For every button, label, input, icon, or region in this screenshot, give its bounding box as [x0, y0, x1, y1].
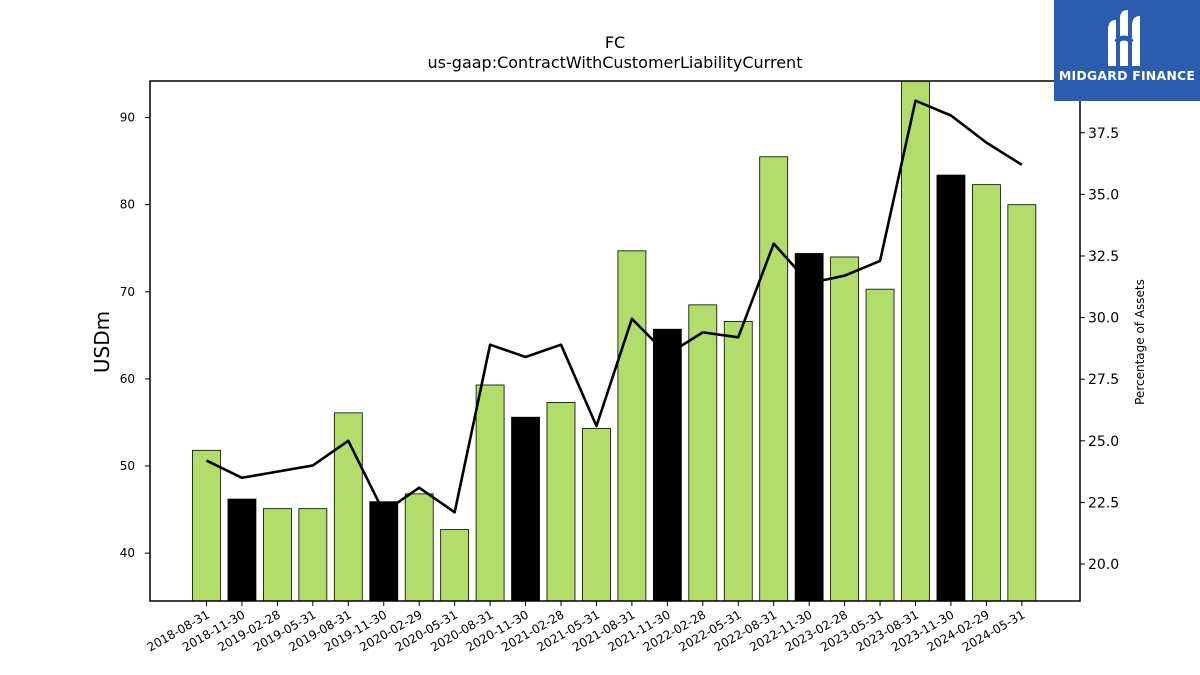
- y-axis-label: USDm: [90, 311, 114, 373]
- y2-tick-label: 32.5: [1088, 249, 1119, 265]
- bar: [617, 250, 647, 602]
- y-tick-label: 70: [120, 285, 135, 299]
- percentage-line: [205, 99, 1023, 514]
- bar: [227, 498, 257, 602]
- bar: [794, 253, 824, 602]
- bar: [404, 493, 434, 602]
- bar: [192, 449, 221, 602]
- y2-tick-label: 20.0: [1088, 557, 1119, 573]
- bar: [511, 416, 540, 602]
- bar: [901, 80, 930, 602]
- y-tick-label: 90: [120, 111, 135, 125]
- bar: [582, 428, 611, 602]
- bar: [865, 288, 895, 602]
- chart-title: FC: [605, 33, 625, 52]
- y-tick-label: 50: [120, 459, 135, 473]
- bar: [298, 508, 328, 602]
- y2-axis-label: Percentage of Assets: [1133, 279, 1147, 405]
- y2-tick-label: 37.5: [1088, 126, 1119, 142]
- plot-frame: [149, 80, 1081, 602]
- y-tick-label: 60: [120, 372, 135, 386]
- bar: [440, 529, 470, 602]
- bar: [830, 256, 859, 602]
- bar: [972, 184, 1001, 602]
- bar: [369, 501, 399, 602]
- bar: [652, 328, 682, 602]
- bar: [262, 508, 292, 602]
- brand-logo: MIDGARD FINANCE: [1054, 0, 1200, 101]
- chart-subtitle: us-gaap:ContractWithCustomerLiabilityCur…: [428, 53, 803, 72]
- y-tick-label: 40: [120, 546, 135, 560]
- bar: [723, 321, 753, 602]
- bar: [1007, 204, 1037, 602]
- y2-tick-label: 22.5: [1088, 495, 1119, 511]
- y2-tick-label: 27.5: [1088, 372, 1119, 388]
- y-tick-label: 80: [120, 198, 135, 212]
- bar: [546, 402, 576, 602]
- bar: [333, 412, 363, 602]
- y2-tick-label: 25.0: [1088, 434, 1119, 450]
- y2-tick-label: 35.0: [1088, 187, 1119, 203]
- y2-tick-label: 30.0: [1088, 311, 1119, 327]
- bar: [688, 304, 718, 602]
- bar: [759, 156, 789, 602]
- brand-mark-icon: [1108, 10, 1140, 66]
- bar: [936, 174, 966, 602]
- bar: [475, 384, 505, 602]
- brand-name: MIDGARD FINANCE: [1058, 68, 1196, 83]
